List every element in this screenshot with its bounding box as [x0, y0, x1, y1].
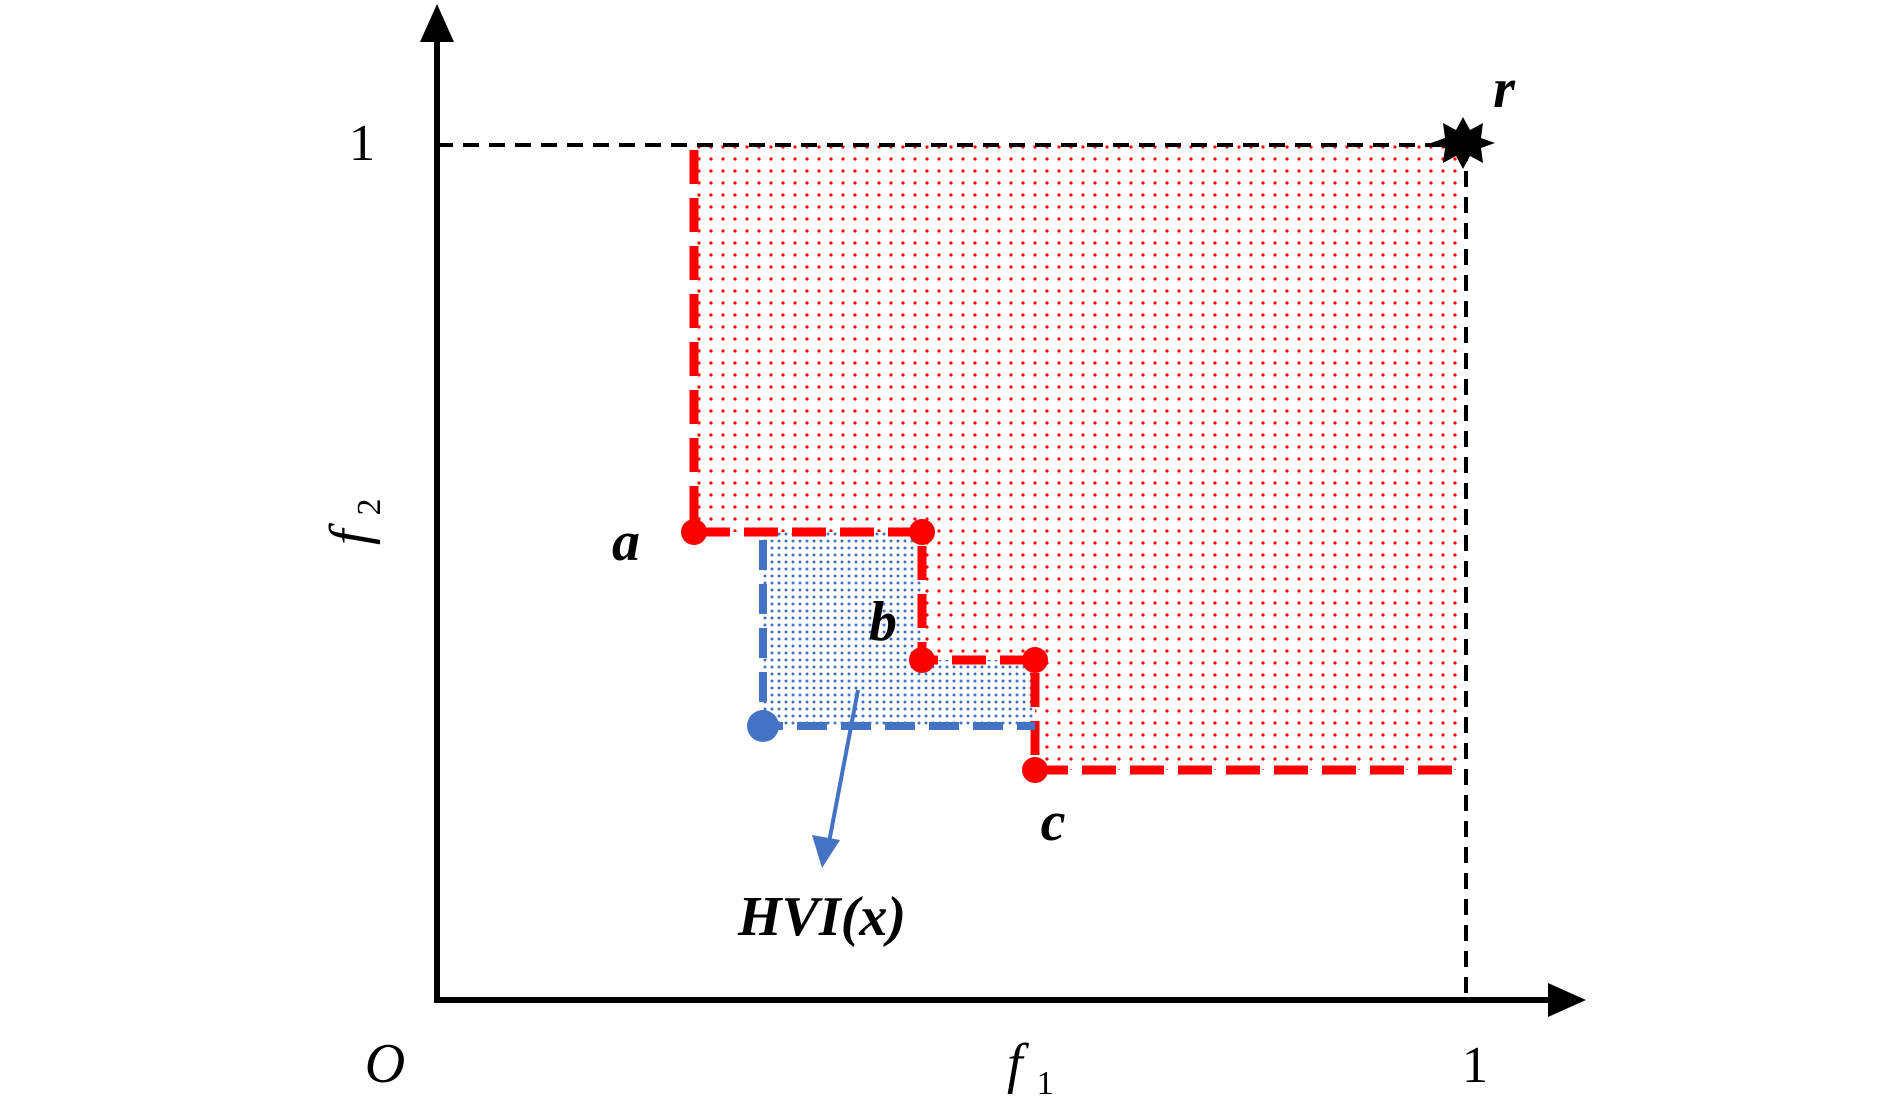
star-icon [1431, 117, 1495, 169]
y-tick-label: 1 [349, 115, 375, 172]
new-point-x [747, 710, 779, 742]
hvi-arrow [824, 689, 860, 859]
point-c-label: c [1041, 791, 1066, 853]
point-a [681, 519, 707, 545]
dominated-region [694, 145, 1462, 770]
hvi-arrowhead [812, 835, 840, 868]
y-axis-arrowhead [420, 4, 454, 42]
y-axis-label-sub: 2 [351, 498, 388, 515]
x-axis-arrowhead [1548, 983, 1586, 1017]
origin-label: O [365, 1033, 405, 1095]
hvi-region [763, 532, 1035, 726]
point-a-corner [909, 519, 935, 545]
x-axis-label-sub: 1 [1037, 1065, 1054, 1102]
x-axis-label: f 1 [1007, 1033, 1054, 1102]
point-b-label: b [869, 591, 897, 653]
y-axis-label-group: f 2 [319, 498, 388, 545]
point-a-label: a [612, 511, 640, 573]
x-tick-label: 1 [1462, 1037, 1488, 1094]
y-axis-label-main: f [319, 522, 381, 545]
y-axis-label: f 2 [319, 498, 388, 545]
point-c [1022, 757, 1048, 783]
point-b [909, 647, 935, 673]
reference-point-label: r [1493, 58, 1516, 120]
x-axis-label-main: f [1007, 1033, 1030, 1095]
hvi-label: HVI(x) [737, 886, 906, 948]
point-b-corner [1022, 647, 1048, 673]
